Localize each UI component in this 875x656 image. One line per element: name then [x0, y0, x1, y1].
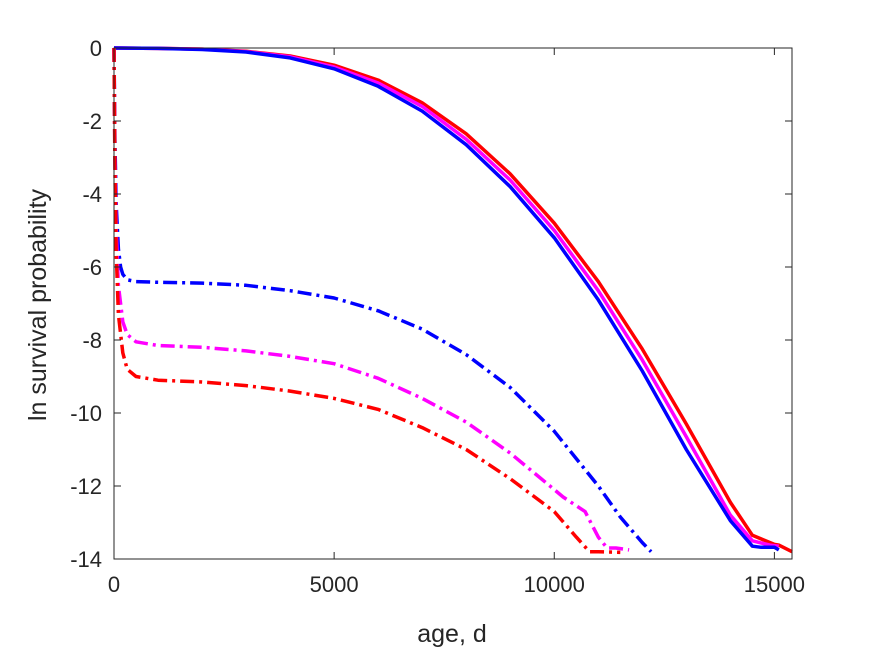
series-line-6 [112, 47, 621, 555]
y-tick-label: -8 [82, 328, 102, 353]
x-tick-label: 10000 [524, 572, 585, 597]
x-tick-label: 0 [108, 572, 120, 597]
y-tick-label: -6 [82, 255, 102, 280]
y-tick-label: -10 [70, 401, 102, 426]
y-tick-label: -4 [82, 182, 102, 207]
y-tick-label: -12 [70, 474, 102, 499]
series-line-5 [112, 47, 630, 552]
ticks-layer: 0 5000 10000 15000 0 -2 -4 -6 -8 -10 -12 -14 [70, 36, 805, 597]
y-tick-label: -2 [82, 109, 102, 134]
y-axis-title: ln survival probability [24, 188, 52, 421]
x-tick-label: 5000 [310, 572, 359, 597]
x-axis-title: age, d [417, 620, 487, 648]
axes-layer [113, 47, 793, 560]
series-line-4 [112, 47, 653, 553]
y-tick-label: 0 [90, 36, 102, 61]
axes-box [113, 47, 793, 560]
y-tick-label: -14 [70, 547, 102, 572]
series-layer [112, 46, 793, 555]
x-tick-label: 15000 [744, 572, 805, 597]
series-line-3 [113, 46, 780, 552]
